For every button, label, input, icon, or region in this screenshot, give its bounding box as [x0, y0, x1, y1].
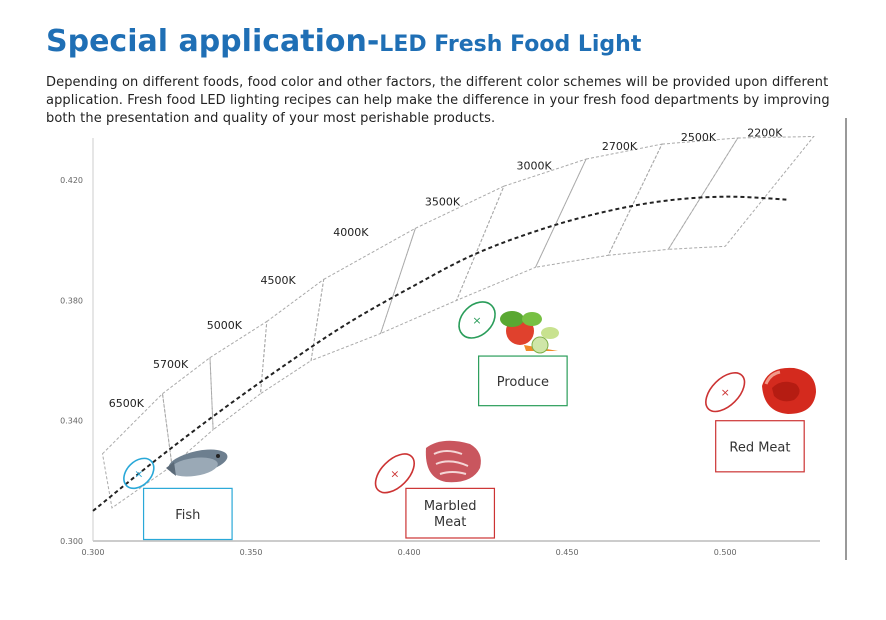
- produce-ellipse: [458, 301, 496, 339]
- x-tick-label: 0.300: [82, 548, 105, 557]
- marbled-meat-icon: [425, 440, 481, 483]
- marbled-meat-center-marker: ×: [390, 467, 399, 480]
- y-tick-label: 0.300: [60, 537, 83, 546]
- cct-quadrangle: [310, 227, 417, 362]
- cct-quadrangle: [667, 135, 815, 250]
- title-sub: LED Fresh Food Light: [379, 32, 642, 57]
- marbled-meat-ellipse: [374, 453, 415, 494]
- planckian-locus: [92, 195, 789, 512]
- fish-icon: [166, 449, 228, 477]
- red-meat-icon: [762, 367, 816, 414]
- x-tick-label: 0.450: [556, 548, 579, 557]
- cct-label: 2500K: [681, 131, 717, 144]
- food-icons: [166, 311, 816, 483]
- red-meat-label: Red Meat: [729, 440, 790, 455]
- cct-label: 6500K: [109, 397, 145, 410]
- cct-label: 2700K: [602, 140, 638, 153]
- cct-quadrangle: [209, 320, 268, 431]
- cct-quadrangle: [455, 158, 588, 302]
- fish-center-marker: ×: [134, 467, 143, 480]
- cct-label: 3000K: [517, 160, 553, 173]
- title-main: Special application-: [46, 24, 380, 59]
- cct-quadrangle: [259, 278, 325, 395]
- cct-label: 5000K: [207, 319, 243, 332]
- x-tick-label: 0.400: [398, 548, 421, 557]
- x-tick-label: 0.350: [240, 548, 263, 557]
- fish-label: Fish: [175, 508, 200, 523]
- cct-label: 4000K: [333, 226, 369, 239]
- produce-center-marker: ×: [472, 314, 481, 327]
- marbled-meat-label-box: [405, 487, 496, 539]
- marbled-meat-label: Marbled: [424, 499, 477, 514]
- chart-axes: 0.300 0.350 0.400 0.450 0.500 0.300 0.340 0.380…: [60, 138, 820, 557]
- page-title: Special application-LED Fresh Food Light: [46, 24, 641, 59]
- fish-label-box: [142, 487, 233, 541]
- cct-quadrangle: [161, 356, 214, 467]
- cct-label: 4500K: [261, 274, 297, 287]
- cct-labels: 6500K 5700K 5000K 4500K 4000K 3500K 3000K 2700K…: [109, 127, 783, 411]
- cct-label: 5700K: [153, 358, 189, 371]
- y-tick-label: 0.380: [60, 296, 83, 305]
- cct-label: 3500K: [425, 196, 461, 209]
- red-meat-label-box: [715, 420, 805, 473]
- marbled-meat-label: Meat: [434, 515, 466, 530]
- cct-quadrangle: [607, 137, 739, 256]
- red-meat-center-marker: ×: [721, 386, 730, 399]
- red-meat-ellipse: [705, 372, 746, 413]
- planckian-locus-line: [92, 195, 789, 512]
- y-tick-label: 0.340: [60, 417, 83, 426]
- cct-label: 2200K: [747, 127, 783, 140]
- produce-label: Produce: [497, 375, 549, 390]
- intro-paragraph: Depending on different foods, food color…: [46, 75, 830, 126]
- fish-ellipse: [123, 457, 155, 490]
- x-tick-label: 0.500: [714, 548, 737, 557]
- produce-label-box: [478, 355, 568, 407]
- vegetables-icon: [500, 311, 559, 354]
- cct-quadrangle: [534, 143, 663, 268]
- y-tick-label: 0.420: [60, 176, 83, 185]
